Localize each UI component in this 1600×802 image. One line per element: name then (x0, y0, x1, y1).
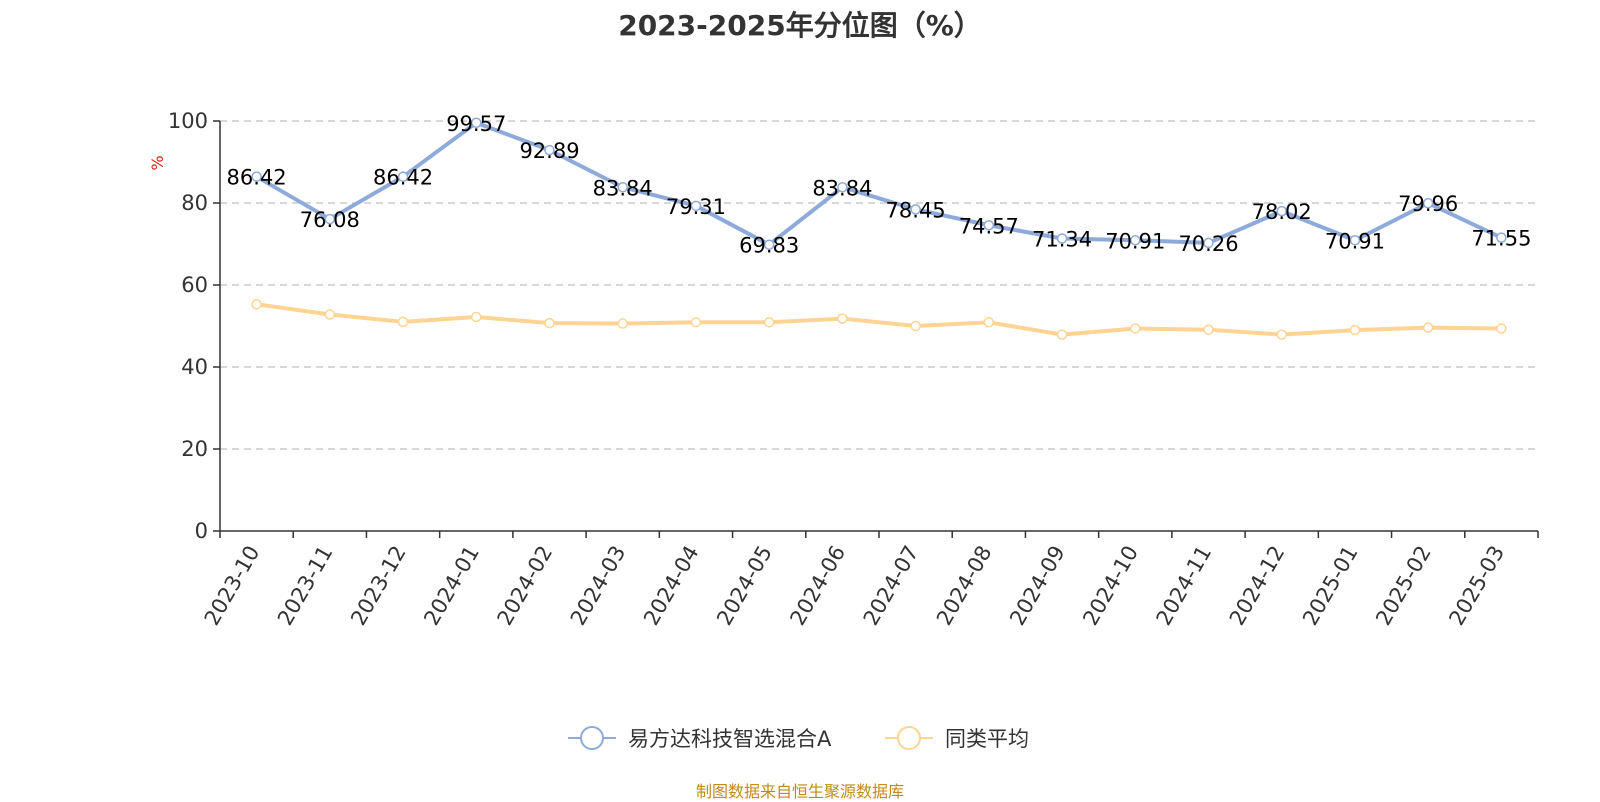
data-point (544, 317, 555, 329)
data-point (324, 309, 336, 320)
data-point (1276, 205, 1287, 217)
series-points (251, 117, 1507, 340)
data-point (1496, 232, 1507, 243)
data-point (983, 317, 995, 328)
data-point (983, 220, 995, 231)
x-tick-label: 2024-07 (859, 542, 924, 630)
data-label: 71.34 (1032, 228, 1092, 252)
x-tick-label: 2024-08 (932, 541, 997, 629)
y-tick-label: 100 (168, 109, 208, 133)
data-label: 83.84 (812, 176, 872, 200)
y-tick-label: 40 (181, 355, 208, 379)
x-tick-label: 2025-02 (1371, 542, 1436, 630)
data-label: 86.42 (373, 166, 433, 190)
legend-label: 易方达科技智选混合A (628, 727, 832, 751)
data-point (763, 317, 775, 328)
data-point (910, 320, 921, 332)
legend: 易方达科技智选混合A 同类平均 (568, 726, 1029, 751)
data-point (251, 299, 262, 310)
x-tick-label: 2024-01 (419, 542, 484, 630)
data-point (1203, 237, 1214, 249)
data-point (324, 213, 336, 225)
data-point (910, 204, 921, 215)
x-tick-label: 2024-10 (1078, 542, 1143, 630)
data-point (1422, 197, 1434, 209)
data-point (1130, 235, 1141, 246)
y-tick-label: 60 (181, 273, 208, 297)
data-point (471, 117, 482, 129)
y-axis-ticks: 0 20 40 60 80 100 (168, 109, 220, 543)
data-label: 79.31 (666, 195, 726, 219)
data-label: 79.96 (1398, 192, 1458, 216)
data-point (1056, 329, 1068, 340)
data-label: 76.08 (300, 208, 360, 232)
x-tick-label: 2024-12 (1225, 542, 1290, 630)
data-label: 83.84 (593, 176, 653, 200)
data-point (1349, 324, 1361, 336)
legend-marker (897, 726, 921, 750)
data-point (837, 182, 848, 193)
x-tick-label: 2025-01 (1298, 542, 1363, 630)
data-label: 86.42 (227, 166, 287, 190)
data-point (1422, 322, 1434, 333)
data-label: 92.89 (519, 139, 579, 163)
data-point (397, 171, 409, 182)
x-tick-label: 2025-03 (1444, 542, 1509, 630)
data-point (1349, 235, 1361, 246)
data-label: 99.57 (446, 112, 506, 136)
x-tick-label: 2023-11 (273, 542, 338, 630)
x-axis-ticks: 2023-10 2023-11 2023-12 2024-01 2024-02 2024-… (200, 531, 1539, 630)
data-point (1056, 233, 1068, 244)
data-label: 71.55 (1471, 227, 1531, 251)
legend-label: 同类平均 (945, 727, 1029, 751)
data-label: 78.02 (1252, 200, 1312, 224)
data-point (1203, 324, 1214, 335)
data-point (763, 239, 775, 250)
data-label: 69.83 (739, 234, 799, 258)
data-point (617, 182, 628, 193)
data-point (397, 316, 409, 328)
data-label: 70.91 (1325, 229, 1385, 253)
data-label: 70.26 (1178, 232, 1238, 256)
data-point (544, 144, 555, 156)
legend-marker (580, 726, 604, 750)
x-tick-label: 2024-06 (785, 542, 850, 630)
y-tick-label: 20 (181, 437, 208, 461)
series-lines (255, 120, 1503, 337)
chart-title: 2023-2025年分位图（%） (618, 9, 982, 42)
data-point (690, 200, 702, 212)
x-tick-label: 2024-05 (712, 542, 777, 630)
data-label: 70.91 (1105, 229, 1165, 253)
data-point (471, 311, 482, 323)
data-point (1496, 323, 1507, 334)
x-tick-label: 2024-02 (493, 542, 558, 630)
series-line (256, 302, 1502, 337)
y-tick-label: 0 (195, 519, 208, 543)
x-tick-label: 2024-09 (1005, 542, 1070, 630)
x-tick-label: 2023-12 (346, 542, 411, 630)
data-source-note: 制图数据来自恒生聚源数据库 (695, 782, 904, 801)
data-label: 78.45 (886, 198, 946, 222)
data-point (1130, 323, 1141, 334)
data-point (251, 171, 262, 182)
data-point (1276, 329, 1287, 340)
y-tick-label: 80 (181, 191, 208, 215)
grid-lines (220, 120, 1538, 450)
data-point (617, 318, 628, 329)
x-tick-label: 2023-10 (200, 542, 265, 630)
x-tick-label: 2024-11 (1152, 542, 1217, 630)
data-point (690, 317, 702, 328)
x-tick-label: 2024-03 (566, 542, 631, 630)
data-point (837, 313, 848, 324)
x-tick-label: 2024-04 (639, 542, 704, 630)
data-labels: 86.42 76.08 86.42 99.57 92.89 83.84 79.31 69.83… (227, 112, 1532, 258)
series-line (255, 120, 1503, 247)
data-label: 74.57 (959, 214, 1019, 238)
y-axis-unit: % (148, 155, 167, 170)
